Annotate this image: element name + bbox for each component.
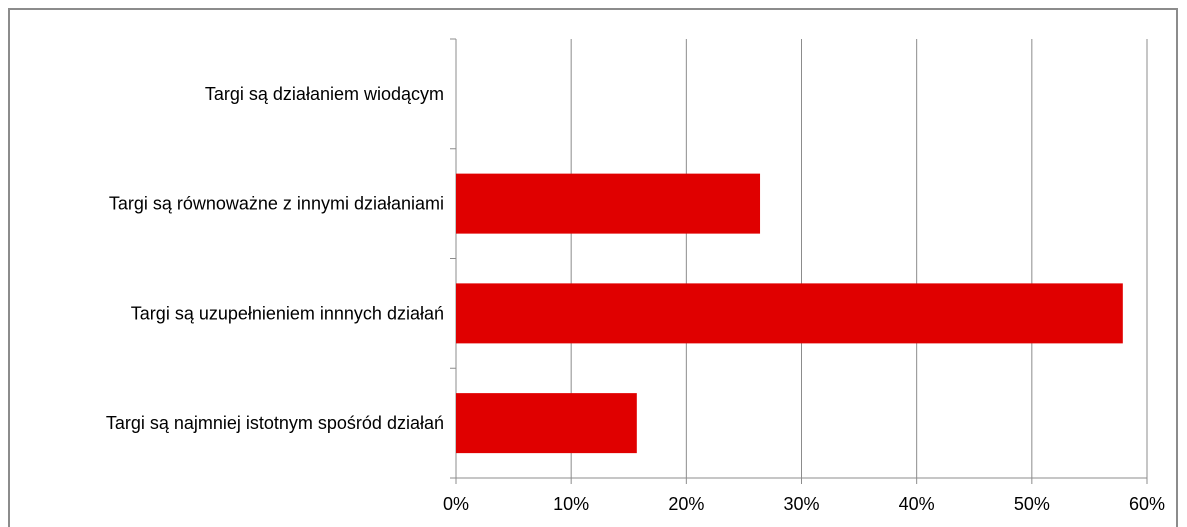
x-tick-label: 0%	[443, 494, 469, 514]
category-label: Targi są najmniej istotnym spośród dział…	[106, 413, 444, 433]
category-label: Targi są równoważne z innymi działaniami	[109, 194, 444, 214]
x-tick-label: 40%	[899, 494, 935, 514]
bar	[456, 393, 637, 454]
x-tick-label: 50%	[1014, 494, 1050, 514]
bar	[456, 283, 1123, 344]
x-tick-label: 10%	[553, 494, 589, 514]
bar	[456, 173, 761, 234]
category-label: Targi są uzupełnieniem innnych działań	[131, 303, 444, 323]
x-tick-label: 30%	[783, 494, 819, 514]
x-tick-label: 20%	[668, 494, 704, 514]
category-label: Targi są działaniem wiodącym	[205, 84, 444, 104]
chart-frame	[8, 8, 1178, 527]
x-tick-label: 60%	[1129, 494, 1165, 514]
